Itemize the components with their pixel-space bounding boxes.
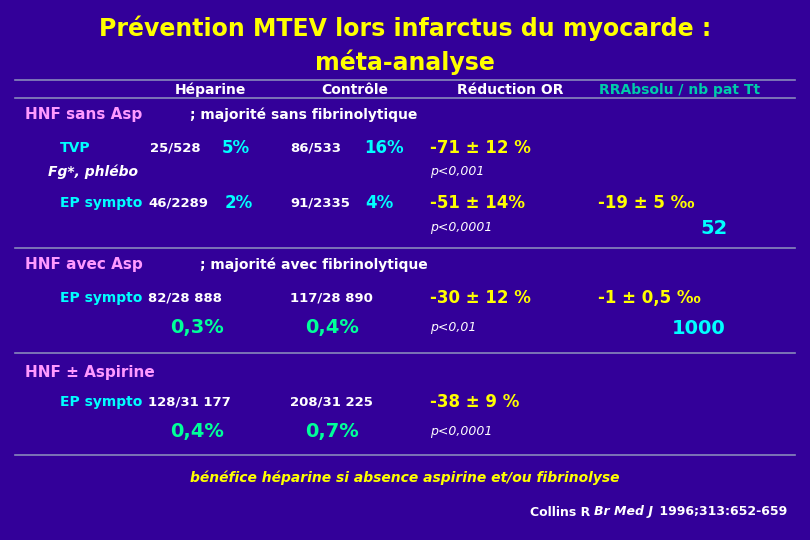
Text: 0,3%: 0,3% (170, 319, 224, 338)
Text: -51 ± 14%: -51 ± 14% (430, 194, 525, 212)
Text: 25/528: 25/528 (150, 141, 201, 154)
Text: 2%: 2% (225, 194, 254, 212)
Text: HNF ± Aspirine: HNF ± Aspirine (25, 364, 155, 380)
Text: -38 ± 9 %: -38 ± 9 % (430, 393, 519, 411)
Text: -71 ± 12 %: -71 ± 12 % (430, 139, 531, 157)
Text: 0,4%: 0,4% (170, 422, 224, 442)
Text: EP sympto: EP sympto (60, 395, 143, 409)
Text: ; majorité sans fibrinolytique: ; majorité sans fibrinolytique (190, 108, 417, 122)
Text: 4%: 4% (365, 194, 393, 212)
Text: -1 ± 0,5 ‰: -1 ± 0,5 ‰ (598, 289, 701, 307)
Text: 1996;313:652-659: 1996;313:652-659 (655, 505, 787, 518)
Text: 0,7%: 0,7% (305, 422, 359, 442)
Text: Contrôle: Contrôle (322, 83, 389, 97)
Text: méta-analyse: méta-analyse (315, 49, 495, 75)
Text: 52: 52 (700, 219, 727, 238)
Text: 86/533: 86/533 (290, 141, 341, 154)
Text: 117/28 890: 117/28 890 (290, 292, 373, 305)
Text: ; majorité avec fibrinolytique: ; majorité avec fibrinolytique (200, 258, 428, 272)
Text: 5%: 5% (222, 139, 250, 157)
Text: Héparine: Héparine (174, 83, 245, 97)
Text: Br Med J: Br Med J (594, 505, 653, 518)
Text: HNF avec Asp: HNF avec Asp (25, 258, 143, 273)
Text: Fg*, phlébo: Fg*, phlébo (48, 165, 138, 179)
Text: 1000: 1000 (672, 319, 726, 338)
Text: EP sympto: EP sympto (60, 291, 143, 305)
Text: 91/2335: 91/2335 (290, 197, 350, 210)
Text: p<0,01: p<0,01 (430, 321, 476, 334)
Text: RRAbsolu / nb pat Tt: RRAbsolu / nb pat Tt (599, 83, 761, 97)
Text: TVP: TVP (60, 141, 91, 155)
Text: EP sympto: EP sympto (60, 196, 143, 210)
Text: Réduction OR: Réduction OR (457, 83, 563, 97)
Text: Prévention MTEV lors infarctus du myocarde :: Prévention MTEV lors infarctus du myocar… (99, 15, 711, 40)
Text: p<0,001: p<0,001 (430, 165, 484, 179)
Text: -19 ± 5 ‰: -19 ± 5 ‰ (598, 194, 694, 212)
Text: 46/2289: 46/2289 (148, 197, 208, 210)
Text: p<0,0001: p<0,0001 (430, 426, 492, 438)
Text: -30 ± 12 %: -30 ± 12 % (430, 289, 531, 307)
Text: 0,4%: 0,4% (305, 319, 359, 338)
Text: 82/28 888: 82/28 888 (148, 292, 222, 305)
Text: HNF sans Asp: HNF sans Asp (25, 107, 143, 123)
Text: 16%: 16% (364, 139, 403, 157)
Text: p<0,0001: p<0,0001 (430, 221, 492, 234)
Text: 208/31 225: 208/31 225 (290, 395, 373, 408)
Text: Collins R: Collins R (530, 505, 595, 518)
Text: 128/31 177: 128/31 177 (148, 395, 231, 408)
Text: bénéfice héparine si absence aspirine et/ou fibrinolyse: bénéfice héparine si absence aspirine et… (190, 471, 620, 485)
